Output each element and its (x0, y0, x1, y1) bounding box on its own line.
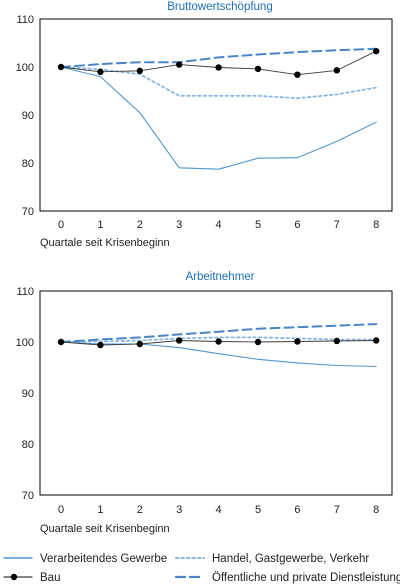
bau-data-point (333, 67, 340, 74)
y-tick-label: 90 (22, 110, 34, 122)
x-tick-label: 5 (255, 219, 261, 231)
series-line-handel-gastgewerbe-verkehr (60, 336, 378, 343)
x-tick-label: 6 (294, 219, 300, 231)
series-line-handel-gastgewerbe-verkehr (60, 66, 378, 100)
x-tick-label: 5 (255, 504, 261, 516)
x-tick-label: 2 (137, 504, 143, 516)
x-tick-label: 3 (176, 219, 182, 231)
chart-panel-2: Arbeitnehmer 70 80 90 100 110 0 1 2 3 4 5 6 7 8 Quartal… (16, 271, 393, 535)
series-line-verarbeitendes-gewerbe (60, 341, 377, 368)
y-tick-label: 70 (22, 206, 34, 218)
x-tick-label: 7 (334, 504, 340, 516)
y-tick-label: 110 (16, 14, 34, 26)
x-tick-label: 1 (97, 504, 103, 516)
bau-data-point (294, 71, 301, 78)
bau-data-point (176, 61, 183, 68)
bau-data-point (373, 47, 380, 55)
bau-data-point (57, 63, 65, 71)
bau-data-point (373, 337, 380, 344)
x-tick-label: 0 (58, 504, 64, 516)
plot-frame (39, 290, 393, 496)
chart-title: Arbeitnehmer (185, 271, 254, 283)
bau-data-point (215, 338, 222, 345)
legend-label: Verarbeitendes Gewerbe (40, 553, 167, 565)
chart-title: Bruttowertschöpfung (167, 1, 272, 13)
bau-data-point (136, 67, 143, 75)
bau-data-point (294, 338, 301, 345)
y-tick-label: 100 (16, 337, 34, 349)
legend-label: Bau (40, 572, 60, 584)
x-tick-label: 6 (294, 504, 300, 516)
x-tick-label: 8 (373, 219, 379, 231)
bau-data-point (97, 68, 104, 76)
series-line--ffentliche-und-private-dienstleistung (60, 323, 378, 343)
bau-data-point (254, 338, 262, 346)
bau-data-point (254, 65, 262, 73)
series-line-verarbeitendes-gewerbe (60, 66, 377, 170)
x-tick-label: 4 (216, 219, 222, 231)
x-tick-label: 1 (97, 219, 103, 231)
legend-marker (10, 573, 18, 581)
plot-frame (39, 18, 393, 212)
y-tick-label: 110 (16, 286, 34, 298)
x-tick-label: 7 (334, 219, 340, 231)
chart-panel-1: Bruttowertschöpfung 70 80 90 100 110 0 1 2 3 4 5 6 7 8… (16, 1, 393, 249)
x-tick-label: 4 (216, 504, 222, 516)
x-axis-label: Quartale seit Krisenbeginn (40, 237, 170, 249)
y-tick-label: 80 (22, 158, 34, 170)
y-tick-label: 100 (16, 62, 34, 74)
bau-data-point (215, 64, 222, 71)
bau-data-point (333, 337, 340, 345)
y-tick-label: 90 (22, 388, 34, 400)
bau-data-point (57, 338, 65, 346)
bau-data-point (97, 341, 104, 349)
x-tick-label: 0 (58, 219, 64, 231)
y-tick-label: 70 (22, 490, 34, 502)
y-tick-label: 80 (22, 439, 34, 451)
x-axis-label: Quartale seit Krisenbeginn (40, 523, 170, 535)
legend: Verarbeitendes Gewerbe Handel, Gastgewerb… (3, 553, 400, 584)
bau-data-point (136, 340, 143, 348)
series-line--ffentliche-und-private-dienstleistung (60, 47, 378, 68)
legend-label: Öffentliche und private Dienstleistung (212, 572, 400, 584)
x-tick-label: 8 (373, 504, 379, 516)
legend-label: Handel, Gastgewerbe, Verkehr (212, 553, 369, 565)
x-tick-label: 2 (137, 219, 143, 231)
x-tick-label: 3 (176, 504, 182, 516)
bau-data-point (176, 337, 183, 344)
